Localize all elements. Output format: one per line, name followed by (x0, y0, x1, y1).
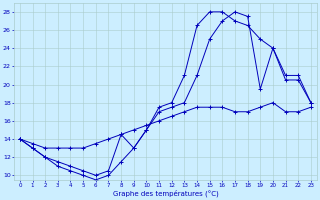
X-axis label: Graphe des températures (°C): Graphe des températures (°C) (113, 190, 218, 197)
